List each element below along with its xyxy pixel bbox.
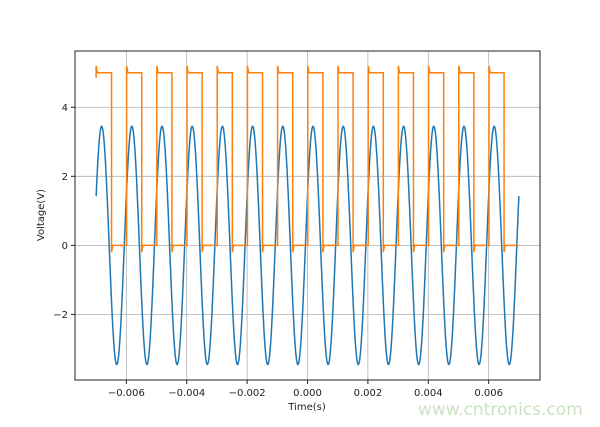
x-tick-label: 0.002: [354, 388, 383, 399]
y-tick-label: −2: [53, 310, 68, 321]
y-tick-label: 0: [62, 241, 68, 252]
x-tick-label: 0.004: [414, 388, 443, 399]
square-series-line: [95, 65, 519, 253]
x-tick-label: −0.006: [108, 388, 145, 399]
x-axis-label: Time(s): [287, 402, 326, 413]
ticks: −0.006 −0.004 −0.002 0.000 0.002 0.004 0.006 −2…: [53, 103, 503, 399]
series-layer: [95, 65, 520, 366]
x-tick-label: −0.002: [229, 388, 266, 399]
x-tick-label: 0.000: [293, 388, 322, 399]
y-axis-label: Voltage(V): [36, 189, 47, 241]
x-tick-label: −0.004: [168, 388, 205, 399]
x-tick-label: 0.006: [474, 388, 503, 399]
y-tick-label: 4: [62, 103, 68, 114]
watermark: www.cntronics.com: [418, 400, 583, 420]
y-tick-label: 2: [62, 172, 68, 183]
